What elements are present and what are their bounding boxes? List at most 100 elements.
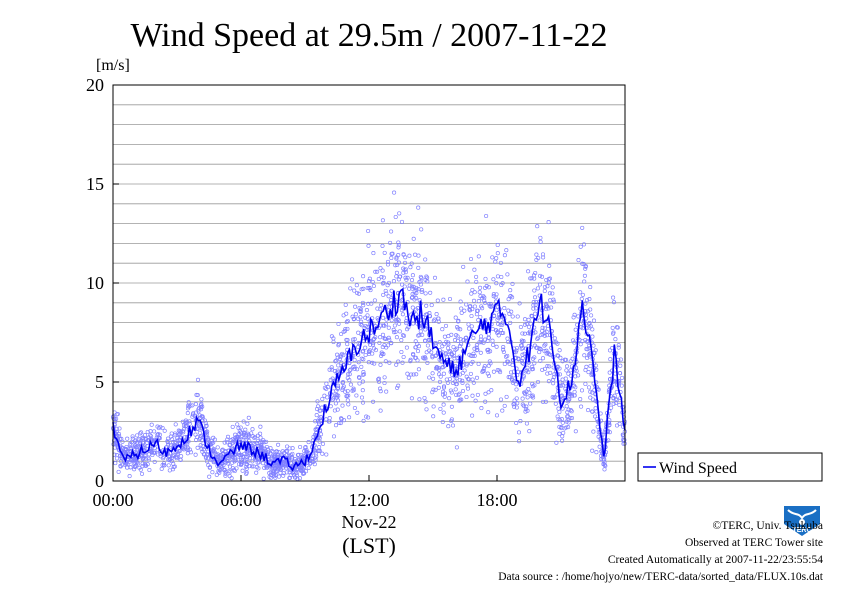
terc-logo: TERC	[782, 502, 822, 538]
sample-point	[531, 300, 536, 305]
sample-point	[260, 461, 266, 466]
sample-point	[444, 339, 449, 344]
sample-point	[482, 366, 487, 371]
sample-point	[585, 309, 590, 314]
sample-point	[184, 447, 189, 452]
sample-point	[300, 467, 306, 472]
sample-point	[353, 312, 358, 317]
sample-point	[520, 352, 525, 357]
sample-point	[232, 439, 237, 444]
x-axis-label: (LST)	[342, 533, 396, 558]
sample-point	[196, 407, 201, 412]
sample-point	[380, 243, 385, 248]
sample-point	[444, 377, 449, 382]
sample-point	[365, 327, 370, 332]
sample-point	[611, 330, 616, 335]
sample-point	[339, 360, 344, 365]
sample-point	[457, 398, 462, 403]
sample-point	[508, 370, 514, 375]
sample-point	[507, 375, 513, 380]
sample-point	[360, 379, 365, 384]
sample-point	[474, 312, 479, 317]
svg-text:TERC: TERC	[792, 527, 811, 534]
sample-point	[412, 289, 417, 294]
sample-point	[397, 329, 402, 334]
sample-point	[391, 279, 396, 284]
sample-point	[335, 352, 340, 357]
sample-point	[544, 333, 550, 338]
sample-point	[371, 283, 376, 289]
sample-point	[384, 389, 389, 394]
sample-point	[472, 304, 477, 309]
sample-point	[200, 414, 205, 419]
sample-point	[366, 279, 372, 284]
sample-point	[607, 422, 612, 427]
sample-point	[505, 353, 510, 358]
sample-point	[345, 337, 350, 343]
sample-point	[403, 270, 408, 275]
sample-point	[120, 462, 125, 467]
sample-point	[587, 297, 592, 302]
sample-point	[244, 466, 249, 471]
sample-point	[429, 303, 434, 308]
sample-point	[114, 426, 119, 431]
sample-point	[415, 341, 420, 346]
sample-point	[190, 403, 195, 408]
sample-point	[591, 343, 596, 348]
sample-point	[485, 371, 490, 376]
sample-point	[147, 467, 152, 473]
sample-point	[487, 359, 492, 364]
sample-point	[255, 438, 260, 443]
sample-point	[561, 395, 566, 400]
sample-point	[561, 430, 566, 435]
sample-point	[418, 274, 423, 279]
sample-point	[313, 457, 318, 462]
sample-point	[491, 294, 496, 299]
sample-point	[608, 357, 613, 362]
sample-point	[326, 385, 331, 390]
sample-point	[254, 470, 259, 475]
sample-point	[285, 444, 290, 449]
sample-point	[454, 392, 459, 397]
sample-point	[301, 453, 306, 458]
sample-point	[447, 396, 452, 401]
sample-point	[249, 431, 254, 436]
sample-point	[474, 279, 479, 284]
sample-point	[354, 393, 359, 398]
sample-point	[222, 440, 227, 445]
sample-point	[296, 456, 301, 462]
sample-point	[346, 372, 351, 377]
sample-point	[370, 279, 375, 285]
sample-point	[409, 372, 414, 377]
sample-point	[387, 301, 392, 306]
sample-point	[532, 295, 538, 300]
sample-point	[185, 411, 190, 416]
sample-point	[244, 471, 249, 476]
sample-point	[468, 256, 474, 262]
sample-point	[466, 322, 471, 327]
sample-point	[128, 465, 133, 470]
sample-point	[470, 359, 475, 364]
sample-point	[336, 342, 341, 347]
sample-point	[424, 303, 429, 308]
sample-point	[512, 398, 517, 403]
sample-point	[476, 254, 481, 259]
sample-point	[409, 278, 415, 283]
sample-point	[138, 467, 143, 472]
sample-point	[496, 321, 501, 326]
sample-point	[510, 378, 515, 383]
sample-point	[474, 348, 479, 353]
sample-point	[174, 454, 180, 459]
sample-point	[519, 338, 524, 343]
sample-point	[472, 267, 477, 272]
sample-point	[525, 395, 530, 400]
sample-point	[614, 423, 620, 428]
sample-point	[132, 464, 137, 469]
sample-point	[545, 284, 550, 289]
sample-point	[238, 453, 243, 458]
sample-point	[177, 429, 182, 434]
sample-point	[566, 407, 571, 412]
sample-point	[590, 409, 595, 414]
sample-point	[448, 388, 453, 393]
sample-point	[440, 419, 445, 425]
